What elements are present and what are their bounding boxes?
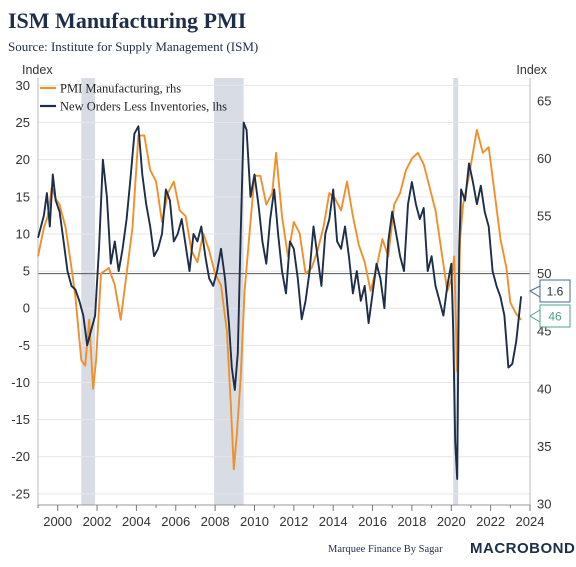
- x-tick-label: 2006: [161, 514, 190, 529]
- right-tick-label: 60: [537, 151, 551, 166]
- footer-credit: Marquee Finance By Sagar: [328, 544, 443, 555]
- chart-subtitle: Source: Institute for Supply Management …: [8, 39, 258, 54]
- chart-title: ISM Manufacturing PMI: [8, 8, 246, 33]
- x-tick-label: 2014: [319, 514, 348, 529]
- x-tick-label: 2000: [43, 514, 72, 529]
- right-axis-label: Index: [516, 63, 547, 77]
- x-tick-label: 2008: [201, 514, 230, 529]
- series-line-0: [37, 128, 522, 471]
- left-tick-label: 20: [16, 152, 30, 167]
- callout-new-orders-box: [539, 279, 571, 303]
- x-tick-label: 2002: [83, 514, 112, 529]
- callout-new-orders-value: 1.6: [547, 285, 564, 299]
- x-tick-label: 2022: [476, 514, 505, 529]
- legend-label-pmi: PMI Manufacturing, rhs: [60, 82, 181, 96]
- left-tick-label: -15: [11, 412, 30, 427]
- callout-pmi-pointer: [529, 309, 541, 323]
- right-tick-label: 40: [537, 381, 551, 396]
- left-tick-label: 10: [16, 226, 30, 241]
- axes: 302520151050-5-10-15-20-2565605550454035…: [11, 78, 551, 529]
- left-tick-label: -25: [11, 486, 30, 501]
- x-tick-label: 2020: [437, 514, 466, 529]
- x-tick-label: 2010: [240, 514, 269, 529]
- right-tick-label: 55: [537, 209, 551, 224]
- series-line-1: [37, 121, 523, 480]
- callout-pmi-box: [539, 304, 571, 328]
- right-tick-label: 35: [537, 439, 551, 454]
- footer-brand: MACROBOND: [470, 540, 575, 557]
- callout-new-orders-pointer: [528, 285, 541, 298]
- left-tick-label: 5: [23, 264, 30, 279]
- legend-label-new-orders: New Orders Less Inventories, lhs: [60, 100, 227, 114]
- legend: PMI Manufacturing, rhs New Orders Less I…: [40, 82, 227, 114]
- right-tick-label: 50: [537, 266, 551, 281]
- left-tick-label: -5: [18, 338, 30, 353]
- series-lines: [37, 121, 523, 480]
- left-tick-label: -20: [11, 449, 30, 464]
- left-tick-label: 30: [16, 78, 30, 93]
- left-tick-label: 0: [23, 301, 30, 316]
- recession-band-0: [81, 78, 96, 505]
- left-tick-label: 15: [16, 189, 30, 204]
- x-tick-label: 2012: [279, 514, 308, 529]
- grid-lines: [38, 84, 530, 495]
- right-tick-label: 30: [537, 496, 551, 511]
- callout-pmi-value: 46: [548, 310, 562, 324]
- right-tick-label: 65: [537, 94, 551, 109]
- left-tick-label: 25: [16, 115, 30, 130]
- x-tick-label: 2018: [397, 514, 426, 529]
- last-value-callouts: 1.6 46: [528, 279, 571, 328]
- left-axis-label: Index: [22, 63, 53, 77]
- left-tick-label: -10: [11, 375, 30, 390]
- x-tick-label: 2004: [122, 514, 151, 529]
- x-tick-label: 2024: [516, 514, 545, 529]
- x-tick-label: 2016: [358, 514, 387, 529]
